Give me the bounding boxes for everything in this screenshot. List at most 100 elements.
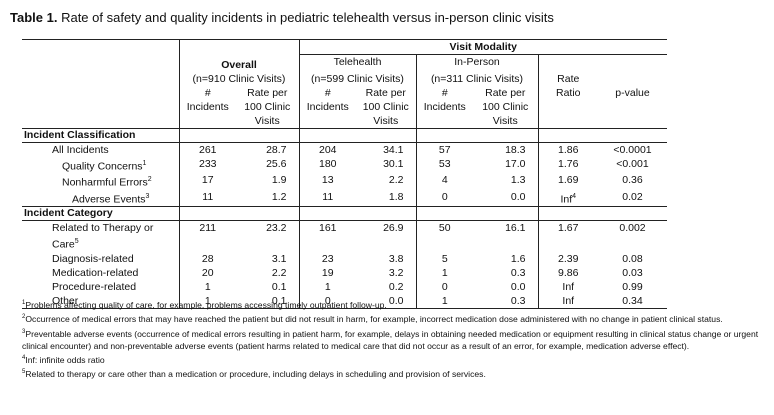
cell: 1.6 — [510, 252, 526, 265]
cell: 0.34 — [598, 293, 667, 309]
cell: 20 — [178, 265, 236, 280]
cell: 3.8 — [388, 252, 404, 265]
cell: 3.2 — [388, 266, 404, 279]
header-row-2: Overall Telehealth In-Person — [22, 54, 667, 72]
cell: Inf — [537, 279, 598, 294]
overall-rate-header-2: 100 Clinic — [244, 100, 291, 113]
cell: 1.86 — [537, 142, 598, 157]
cell: 2.2 — [271, 266, 287, 279]
section-label: Incident Category — [22, 206, 179, 221]
visit-modality-header: Visit Modality — [298, 39, 667, 55]
table-title: Table 1. Rate of safety and quality inci… — [10, 10, 554, 25]
cell: 211 — [178, 220, 236, 252]
cell: 17.0 — [505, 157, 526, 170]
cell: 23 — [298, 251, 356, 266]
cell: 1.69 — [537, 173, 598, 190]
cell: 161 — [298, 220, 356, 252]
cell: 0.99 — [622, 280, 643, 293]
row-label: All Incidents — [52, 143, 109, 156]
cell: 0.0 — [510, 280, 526, 293]
row-label: Medication-related — [52, 266, 139, 279]
cell: <0.0001 — [613, 143, 652, 156]
cell: 1.9 — [271, 174, 287, 186]
row-label: Diagnosis-related — [52, 252, 134, 265]
section-row-category: Incident Category — [22, 206, 667, 221]
cell: Inf4 — [537, 189, 598, 207]
cell: 25.6 — [266, 157, 287, 170]
rate-ratio-header-1: Rate — [537, 71, 598, 86]
telehealth-header: Telehealth — [298, 54, 416, 72]
cell: 233 — [178, 156, 236, 173]
cell: 34.1 — [383, 143, 404, 156]
cell: 0 — [415, 189, 473, 207]
tele-rate-header-3: Visits — [373, 114, 399, 127]
cell: 30.1 — [383, 157, 404, 170]
footnote: 5Related to therapy or care other than a… — [22, 369, 486, 380]
cell: Inf — [537, 293, 598, 309]
header-row-4: # Rate per # Rate per # Rate per Ratio p… — [22, 85, 667, 100]
cell: 4 — [415, 173, 473, 190]
inperson-incidents-header: Incidents — [415, 99, 473, 114]
tele-rate-header-1: Rate per — [365, 86, 406, 99]
cell: 0.2 — [388, 280, 404, 293]
table-row: Nonharmful Errors2 17 1.9 13 2.2 4 1.3 1… — [22, 173, 667, 190]
footnote: 4Inf: infinite odds ratio — [22, 355, 105, 366]
table-row: All Incidents 261 28.7 204 34.1 57 18.3 … — [22, 142, 667, 157]
row-label: Quality Concerns1 — [62, 159, 147, 173]
cell: 0.0 — [356, 293, 416, 309]
cell: 0.0 — [510, 190, 526, 203]
cell: 1.76 — [537, 156, 598, 173]
cell: 0.36 — [622, 174, 643, 186]
cell: 11 — [298, 189, 356, 207]
inperson-rate-header-2: 100 Clinic — [482, 100, 529, 113]
row-label: Nonharmful Errors2 — [62, 176, 152, 189]
cell: 28 — [178, 251, 236, 266]
row-label: Other — [22, 293, 179, 309]
cell: 1 — [298, 279, 356, 294]
telehealth-n: (n=599 Clinic Visits) — [298, 71, 416, 86]
cell: 0.08 — [622, 252, 643, 265]
table-row: Medication-related 20 2.2 19 3.2 1 0.3 9… — [22, 265, 667, 280]
overall-header: Overall — [178, 54, 299, 72]
footnote: 1Problems affecting quality of care, for… — [22, 299, 387, 310]
footnote: 3Preventable adverse events (occurrence … — [22, 328, 759, 351]
inperson-n: (n=311 Clinic Visits) — [415, 71, 538, 86]
cell: <0.001 — [616, 157, 649, 170]
row-label: Adverse Events3 — [72, 192, 150, 206]
cell: 5 — [415, 251, 473, 266]
cell: 1 — [415, 265, 473, 280]
cell: 0.02 — [622, 190, 643, 203]
inperson-incidents-hash: # — [415, 85, 473, 100]
footnotes: 1Problems affecting quality of care, for… — [22, 297, 767, 381]
cell: 0 — [415, 279, 473, 294]
header-row-1: Visit Modality — [22, 39, 667, 55]
tele-incidents-hash: # — [298, 85, 356, 100]
cell: 0.002 — [619, 222, 646, 234]
overall-rate-header-1: Rate per — [247, 86, 288, 99]
overall-n: (n=910 Clinic Visits) — [178, 71, 299, 86]
cell: 0 — [298, 293, 356, 309]
cell: 26.9 — [383, 222, 404, 234]
cell: 19 — [298, 265, 356, 280]
cell: 53 — [415, 156, 473, 173]
cell: 17 — [178, 173, 236, 190]
cell: 1.2 — [271, 190, 287, 203]
table-row: Adverse Events3 11 1.2 11 1.8 0 0.0 Inf4… — [22, 189, 667, 207]
cell: 18.3 — [505, 143, 526, 156]
tele-incidents-header: Incidents — [298, 99, 356, 114]
header-row-6: Visits Visits Visits — [22, 113, 667, 128]
cell: 16.1 — [505, 222, 526, 234]
cell: 0.1 — [271, 280, 287, 293]
inperson-rate-header-3: Visits — [492, 114, 518, 127]
cell: 1 — [415, 293, 473, 309]
cell: 2.2 — [388, 174, 404, 186]
table-row: Diagnosis-related 28 3.1 23 3.8 5 1.6 2.… — [22, 251, 667, 266]
cell: 50 — [415, 220, 473, 252]
cell: 57 — [415, 142, 473, 157]
row-label: Procedure-related — [52, 280, 137, 293]
table-row: Quality Concerns1 233 25.6 180 30.1 53 1… — [22, 156, 667, 173]
cell: 0.1 — [236, 293, 299, 309]
table-row: Related to Therapy or Care5 211 23.2 161… — [22, 220, 667, 252]
cell: 11 — [178, 189, 236, 207]
table-caption: Rate of safety and quality incidents in … — [61, 10, 554, 25]
